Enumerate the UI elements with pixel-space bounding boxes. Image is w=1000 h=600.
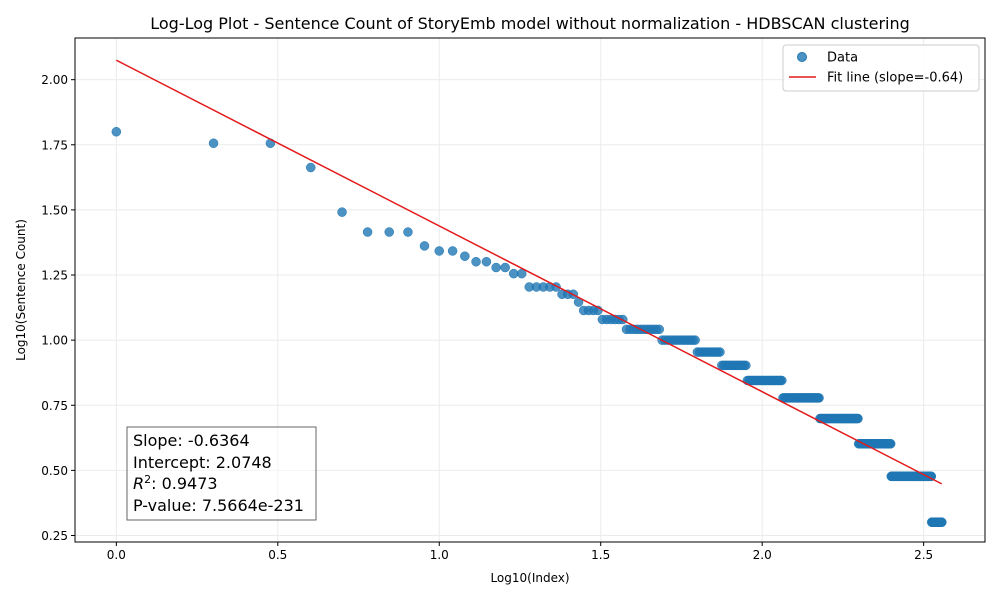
data-point xyxy=(384,227,394,237)
data-point xyxy=(403,227,413,237)
y-axis-title: Log10(Sentence Count) xyxy=(14,219,28,361)
x-tick-label: 0.0 xyxy=(107,548,126,562)
data-point xyxy=(853,413,863,424)
data-point xyxy=(306,162,316,173)
legend-label-fit: Fit line (slope=-0.64) xyxy=(827,71,963,86)
stats-pvalue: P-value: 7.5664e-231 xyxy=(133,496,304,515)
data-point xyxy=(715,347,725,357)
y-tick-label: 1.25 xyxy=(41,269,68,283)
legend-marker-data xyxy=(797,52,807,62)
data-point xyxy=(471,256,481,267)
y-tick-label: 0.25 xyxy=(41,529,68,543)
data-point xyxy=(481,256,492,267)
data-point xyxy=(937,517,947,527)
data-point xyxy=(741,360,751,371)
y-tick-label: 1.75 xyxy=(41,138,68,152)
y-axis-ticks: 0.25 0.50 0.75 1.00 1.25 1.50 1.75 2.00 xyxy=(41,73,75,543)
data-point xyxy=(814,393,824,403)
y-tick-label: 0.50 xyxy=(41,464,68,478)
data-point xyxy=(777,375,787,386)
x-tick-label: 2.0 xyxy=(753,548,772,562)
data-point xyxy=(460,251,470,261)
x-axis-ticks: 0.0 0.5 1.0 1.5 2.0 2.5 xyxy=(107,542,933,562)
plot-frame xyxy=(74,37,986,543)
x-tick-label: 2.5 xyxy=(914,548,933,562)
y-tick-label: 0.75 xyxy=(41,399,68,413)
data-point xyxy=(362,227,373,237)
data-point xyxy=(337,207,347,217)
data-point xyxy=(690,335,700,345)
legend-label-data: Data xyxy=(827,51,858,66)
data-point xyxy=(491,262,501,273)
x-tick-label: 0.5 xyxy=(268,548,287,562)
fit-line xyxy=(115,59,943,485)
data-point xyxy=(508,268,519,279)
stats-r-superscript: 2 xyxy=(144,473,151,486)
stats-intercept: Intercept: 2.0748 xyxy=(133,453,272,472)
x-axis-title: Log10(Index) xyxy=(490,571,569,585)
legend: Data Fit line (slope=-0.64) xyxy=(782,44,980,92)
y-tick-label: 1.00 xyxy=(41,334,68,348)
x-tick-label: 1.5 xyxy=(591,548,610,562)
stats-slope: Slope: -0.6364 xyxy=(133,431,250,450)
chart-title: Log-Log Plot - Sentence Count of StoryEm… xyxy=(150,14,910,33)
data-point xyxy=(500,262,510,273)
stats-box-frame xyxy=(126,426,317,521)
legend-box xyxy=(782,44,980,92)
data-point xyxy=(434,246,445,256)
y-tick-label: 1.50 xyxy=(41,203,68,217)
data-point xyxy=(447,246,458,256)
data-point xyxy=(208,138,219,149)
data-point xyxy=(516,268,527,279)
stats-box: Slope: -0.6364 Intercept: 2.0748 R2: 0.9… xyxy=(126,426,317,521)
y-tick-label: 2.00 xyxy=(41,73,68,87)
stats-r-symbol: R xyxy=(133,474,144,493)
data-point xyxy=(654,324,664,335)
x-tick-label: 1.0 xyxy=(430,548,449,562)
data-point xyxy=(885,439,896,449)
data-point xyxy=(111,127,122,137)
stats-r-squared: R2: 0.9473 xyxy=(133,473,218,493)
data-point xyxy=(419,241,430,251)
stats-r-value: : 0.9473 xyxy=(151,474,217,493)
